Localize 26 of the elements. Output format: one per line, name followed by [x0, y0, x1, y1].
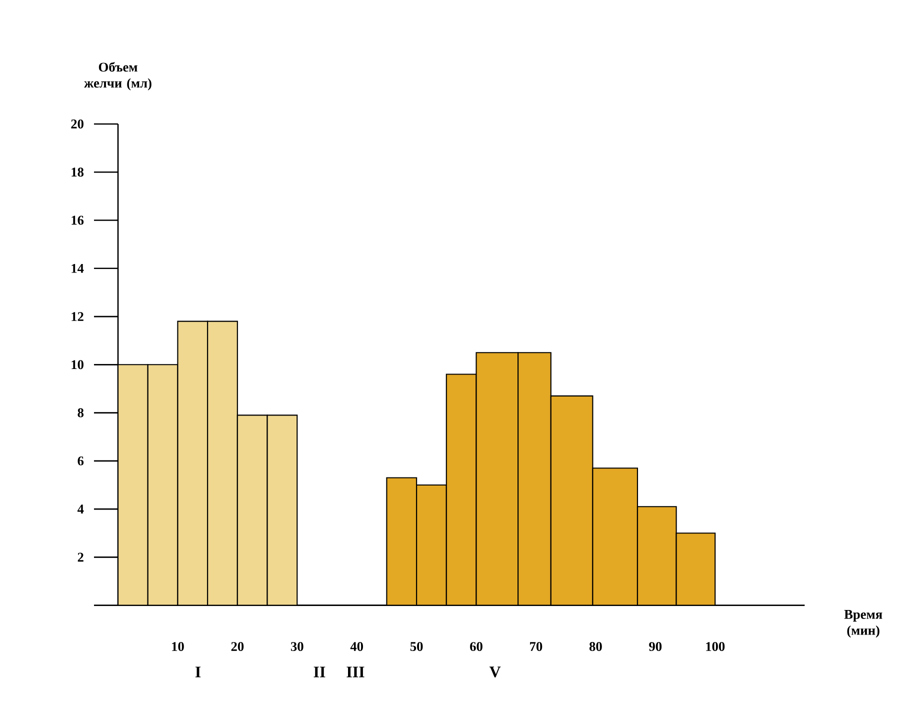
y-tick-label: 12	[72, 312, 84, 321]
text: III	[346, 666, 364, 678]
x-tick-label: 10	[172, 642, 184, 652]
y-tick-label: 10	[72, 360, 84, 370]
x-axis-title: Время (мин)	[844, 610, 882, 638]
text: V	[489, 666, 501, 678]
y-tick-label: 6	[78, 456, 84, 466]
y-tick-label: 16	[72, 216, 84, 225]
x-tick-label: 70	[530, 642, 542, 652]
y-tick-label: 2	[78, 552, 84, 562]
x-tick-label: 50	[410, 642, 423, 652]
text: II	[314, 666, 326, 678]
y-tick-label: 8	[78, 408, 84, 418]
text: I	[195, 666, 201, 678]
y-tick-label: 18	[72, 168, 84, 177]
y-tick-label: 20	[71, 119, 84, 128]
x-tick-label: 60	[470, 642, 482, 652]
x-tick-label: 100	[706, 642, 725, 652]
y-tick-label: 14	[72, 264, 84, 273]
y-tick-label: 4	[77, 504, 84, 514]
x-tick-label: 30	[290, 642, 304, 652]
x-tick-label: 20	[231, 642, 244, 652]
x-tick-label: 90	[649, 642, 662, 652]
y-axis-title: Объем желчи (мл)	[84, 62, 152, 90]
x-tick-label: 80	[589, 642, 602, 652]
x-tick-label: 40	[350, 642, 364, 652]
